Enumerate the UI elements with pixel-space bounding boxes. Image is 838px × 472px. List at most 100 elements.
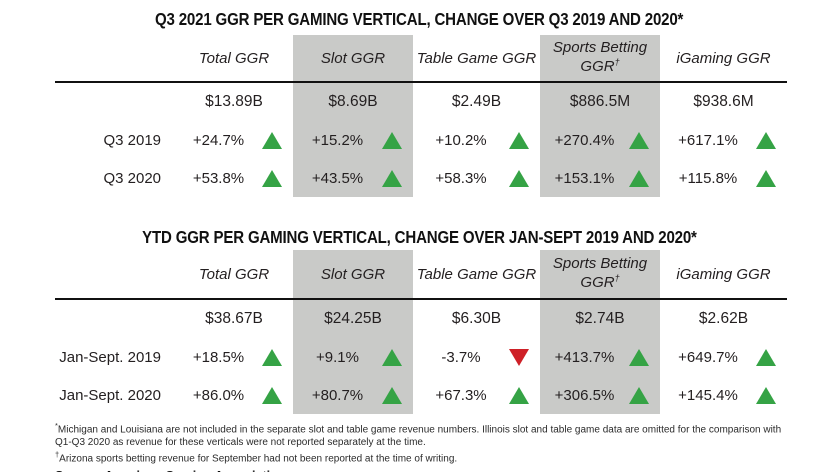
- footnote-marker: †: [614, 57, 620, 67]
- trend-arrow-icon: [509, 131, 529, 149]
- trend-arrow-icon: [756, 131, 776, 149]
- ggr-value: $13.89B: [205, 93, 263, 110]
- change-value: +80.7%: [311, 386, 364, 404]
- trend-arrow-icon: [382, 386, 402, 404]
- table-q3-ggr: Total GGR Slot GGR Table Game GGR Sports…: [55, 35, 787, 197]
- trend-arrow-icon: [756, 169, 776, 187]
- trend-arrow-icon: [629, 386, 649, 404]
- ggr-value: $2.49B: [451, 93, 502, 110]
- trend-arrow-icon: [262, 348, 282, 366]
- change-cell: +115.8%: [660, 159, 787, 197]
- table2-title-text: YTD GGR PER GAMING VERTICAL, CHANGE OVER…: [141, 227, 697, 247]
- footnote-text: Arizona sports betting revenue for Septe…: [59, 453, 458, 465]
- trend-arrow-icon: [629, 131, 649, 149]
- change-cell: +24.7%: [175, 121, 293, 159]
- column-header-text: Total GGR: [198, 265, 270, 283]
- trend-arrow-icon: [509, 386, 529, 404]
- trend-arrow-icon: [629, 348, 649, 366]
- change-value: +43.5%: [311, 169, 364, 187]
- column-header-table-game-ggr: Table Game GGR: [413, 35, 540, 83]
- change-cell: +649.7%: [660, 338, 787, 376]
- column-header-total-ggr: Total GGR: [175, 250, 293, 300]
- footnote-text: Michigan and Louisiana are not included …: [55, 424, 782, 448]
- column-header-label: Slot GGR: [321, 265, 385, 284]
- column-header-label: Slot GGR: [321, 49, 385, 68]
- column-header-label: Sports Betting GGR†: [540, 255, 660, 292]
- row-label: Jan-Sept. 2019: [59, 348, 161, 366]
- row-label: Jan-Sept. 2020: [59, 386, 161, 404]
- column-header-sports-betting-ggr: Sports Betting GGR†: [540, 35, 660, 83]
- change-value: -3.7%: [441, 348, 481, 366]
- trend-arrow-icon: [262, 386, 282, 404]
- table2-title: YTD GGR PER GAMING VERTICAL, CHANGE OVER…: [0, 197, 838, 248]
- column-header-sports-betting-ggr: Sports Betting GGR†: [540, 250, 660, 300]
- column-header-text: Table Game GGR: [416, 49, 537, 67]
- table1-title: Q3 2021 GGR PER GAMING VERTICAL, CHANGE …: [0, 0, 838, 30]
- column-header-igaming-ggr: iGaming GGR: [660, 250, 787, 300]
- change-cell: +10.2%: [413, 121, 540, 159]
- column-header-text: Sports Betting GGR: [552, 39, 648, 75]
- column-header-text: Table Game GGR: [416, 265, 537, 283]
- ggr-value: $24.25B: [293, 300, 413, 338]
- change-cell: +270.4%: [540, 121, 660, 159]
- ggr-value: $938.6M: [693, 93, 754, 110]
- column-header-label: Total GGR: [199, 49, 269, 68]
- change-value: +53.8%: [192, 169, 245, 187]
- row-label-empty: [55, 83, 175, 121]
- ggr-value: $6.30B: [451, 310, 502, 327]
- column-header-label: iGaming GGR: [676, 49, 770, 68]
- change-cell: -3.7%: [413, 338, 540, 376]
- footnote-asterisk: *Michigan and Louisiana are not included…: [55, 420, 797, 449]
- column-header-text: Slot GGR: [320, 49, 386, 67]
- column-header-text: iGaming GGR: [676, 49, 771, 67]
- trend-arrow-icon: [756, 386, 776, 404]
- row-label: Q3 2019: [103, 131, 161, 149]
- corner-cell: [55, 35, 175, 83]
- table-ytd-ggr: Total GGR Slot GGR Table Game GGR Sports…: [55, 250, 787, 414]
- trend-arrow-icon: [509, 348, 529, 366]
- column-header-label: Sports Betting GGR†: [540, 39, 660, 76]
- ggr-value: $2.62B: [698, 310, 749, 327]
- column-header-label: Total GGR: [199, 265, 269, 284]
- column-header-label: Table Game GGR: [417, 265, 537, 284]
- column-header-label: iGaming GGR: [676, 265, 770, 284]
- change-value: +115.8%: [678, 169, 738, 187]
- footnote-marker: *: [55, 421, 58, 430]
- change-value: +67.3%: [435, 386, 487, 404]
- column-header-total-ggr: Total GGR: [175, 35, 293, 83]
- table1-title-text: Q3 2021 GGR PER GAMING VERTICAL, CHANGE …: [154, 9, 684, 29]
- trend-arrow-icon: [382, 348, 402, 366]
- column-header-text: Total GGR: [198, 49, 270, 67]
- change-value: +18.5%: [192, 348, 245, 366]
- trend-arrow-icon: [382, 169, 402, 187]
- column-header-text: Sports Betting GGR: [552, 255, 648, 291]
- footnote-marker: †: [614, 273, 620, 283]
- change-cell: +58.3%: [413, 159, 540, 197]
- trend-arrow-icon: [629, 169, 649, 187]
- footnote-dagger: †Arizona sports betting revenue for Sept…: [55, 449, 797, 466]
- change-value: +270.4%: [554, 131, 615, 149]
- column-header-igaming-ggr: iGaming GGR: [660, 35, 787, 83]
- change-value: +58.3%: [435, 169, 487, 187]
- trend-arrow-icon: [262, 169, 282, 187]
- change-value: +153.1%: [554, 169, 615, 187]
- change-value: +10.2%: [435, 131, 487, 149]
- column-header-label: Table Game GGR: [417, 49, 537, 68]
- trend-arrow-icon: [509, 169, 529, 187]
- change-cell: +53.8%: [175, 159, 293, 197]
- source-attribution: Source: American Gaming Association: [55, 469, 838, 472]
- change-cell: +145.4%: [660, 376, 787, 414]
- change-cell: +43.5%: [293, 159, 413, 197]
- ggr-value: $886.5M: [540, 83, 660, 121]
- change-cell: +306.5%: [540, 376, 660, 414]
- change-cell: +18.5%: [175, 338, 293, 376]
- corner-cell: [55, 250, 175, 300]
- footnotes: *Michigan and Louisiana are not included…: [55, 420, 797, 466]
- change-value: +15.2%: [311, 131, 364, 149]
- column-header-text: iGaming GGR: [676, 265, 771, 283]
- change-cell: +15.2%: [293, 121, 413, 159]
- trend-arrow-icon: [382, 131, 402, 149]
- column-header-slot-ggr: Slot GGR: [293, 250, 413, 300]
- change-cell: +80.7%: [293, 376, 413, 414]
